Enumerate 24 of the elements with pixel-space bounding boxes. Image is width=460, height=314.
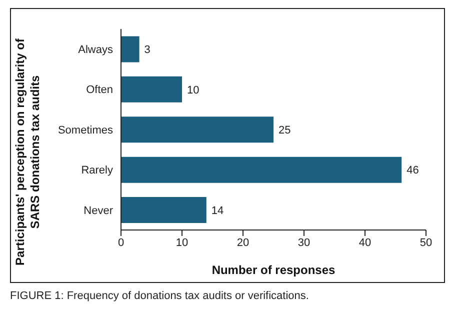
y-tick-label: Always: [78, 44, 114, 56]
y-tick-label: Often: [86, 84, 113, 96]
bar: [121, 36, 140, 62]
x-axis-title: Number of responses: [212, 263, 336, 277]
data-label: 3: [144, 44, 150, 56]
caption: FIGURE 1: Frequency of donations tax audits or verifications.: [10, 290, 309, 302]
x-tick-label: 30: [298, 236, 310, 249]
data-label: 10: [187, 84, 200, 96]
x-tick-label: 50: [420, 236, 432, 249]
bar: [121, 76, 182, 102]
x-tick-label: 10: [176, 236, 188, 249]
data-label: 46: [406, 164, 419, 177]
y-tick-label: Sometimes: [58, 124, 114, 136]
y-axis-title: Participants' perception on regularity of SARS donations tax audits: [13, 38, 43, 267]
x-tick-label: 20: [236, 236, 250, 249]
bar: [121, 197, 206, 224]
data-label: 25: [278, 124, 291, 137]
y-tick-label: Never: [84, 204, 114, 217]
x-tick-label: 0: [118, 236, 124, 249]
x-tick-label: 40: [358, 236, 372, 249]
bar: [121, 156, 402, 183]
data-label: 14: [211, 204, 224, 217]
bar: [121, 116, 274, 143]
y-tick-label: Rarely: [81, 164, 114, 177]
